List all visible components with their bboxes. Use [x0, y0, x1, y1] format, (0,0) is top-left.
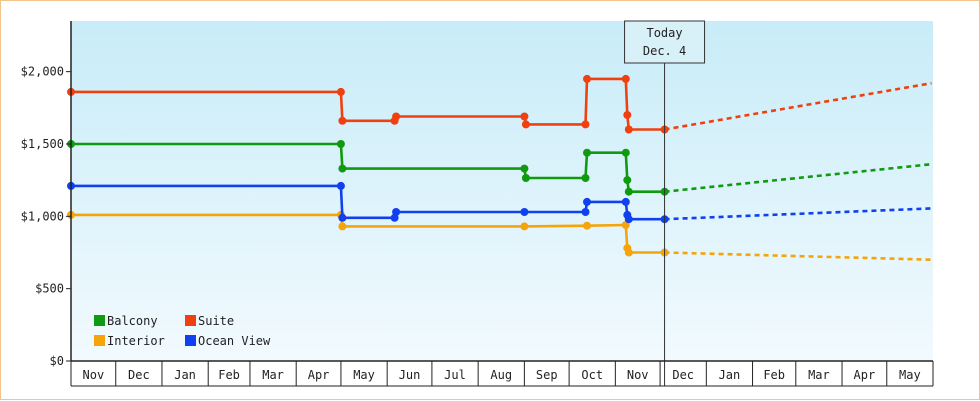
month-label: Sep [536, 368, 558, 382]
data-point [521, 120, 530, 129]
series-suite [67, 74, 669, 134]
data-point [623, 111, 632, 119]
legend-swatch [185, 315, 196, 326]
month-label: May [899, 368, 921, 382]
series-lines [67, 74, 669, 257]
data-point [621, 148, 630, 157]
today-label: Today [646, 26, 682, 40]
plot-area [71, 21, 933, 361]
month-label: May [353, 368, 375, 382]
data-point [520, 112, 529, 121]
legend-label: Balcony [107, 314, 158, 328]
month-label: Apr [854, 368, 876, 382]
data-point [520, 208, 529, 216]
data-point [581, 174, 590, 182]
legend-item-balcony: Balcony [94, 314, 158, 328]
data-point [336, 181, 345, 190]
data-point [336, 140, 345, 148]
y-tick-label: $1,500 [21, 137, 64, 151]
data-point [392, 208, 401, 216]
month-label: Feb [218, 368, 240, 382]
data-point [621, 197, 630, 206]
month-label: Jan [719, 368, 741, 382]
y-axis: $0 $500 $1,000 $1,500 $2,000 [21, 21, 72, 368]
data-point [520, 164, 529, 173]
legend-item-interior: Interior [94, 334, 165, 348]
legend-swatch [94, 335, 105, 346]
data-point [581, 120, 590, 129]
month-label: Dec [128, 368, 150, 382]
y-tick-label: $0 [50, 354, 64, 368]
data-point [338, 213, 347, 222]
data-point [621, 74, 630, 83]
legend: Balcony Suite Interior Ocean View [94, 314, 271, 348]
series-balcony [67, 140, 669, 196]
legend-label: Ocean View [198, 334, 271, 348]
data-point [338, 116, 347, 125]
data-point [623, 176, 632, 185]
data-point [583, 197, 591, 206]
month-label: Mar [808, 368, 830, 382]
legend-swatch [94, 315, 105, 326]
month-label: Nov [627, 368, 649, 382]
legend-item-ocean-view: Ocean View [185, 334, 271, 348]
month-label: Jan [174, 368, 196, 382]
legend-swatch [185, 335, 196, 346]
legend-label: Interior [107, 334, 165, 348]
legend-label: Suite [198, 314, 234, 328]
month-label: Jul [444, 368, 466, 382]
x-axis: Nov Dec Jan Feb Mar Apr May Jun Jul Aug Sep Oct Nov D… [70, 360, 934, 387]
month-label: Feb [763, 368, 785, 382]
forecast-lines [664, 81, 932, 261]
data-point [336, 87, 345, 96]
data-point [338, 164, 347, 173]
data-point [583, 74, 591, 83]
today-marker: Today Dec. 4 [624, 20, 706, 386]
today-date: Dec. 4 [643, 44, 686, 58]
y-tick-label: $2,000 [21, 65, 64, 79]
data-point [392, 112, 401, 121]
month-label: Mar [262, 368, 284, 382]
today-box [624, 20, 706, 64]
month-label: Apr [308, 368, 330, 382]
data-point [520, 222, 529, 231]
y-tick-label: $500 [35, 282, 64, 296]
month-label: Jun [399, 368, 421, 382]
y-tick-label: $1,000 [21, 209, 64, 223]
month-label: Oct [581, 368, 603, 382]
data-point [624, 125, 633, 134]
data-point [581, 208, 590, 216]
data-point [583, 148, 591, 157]
month-label: Dec [672, 368, 694, 382]
data-point [583, 221, 591, 230]
forecast-line-1 [664, 81, 932, 131]
data-point [624, 187, 633, 196]
legend-item-suite: Suite [185, 314, 234, 328]
month-label: Aug [490, 368, 512, 382]
data-point [338, 222, 347, 231]
month-label: Nov [83, 368, 105, 382]
data-point [624, 248, 633, 257]
data-point [521, 174, 530, 182]
data-point [624, 215, 633, 224]
